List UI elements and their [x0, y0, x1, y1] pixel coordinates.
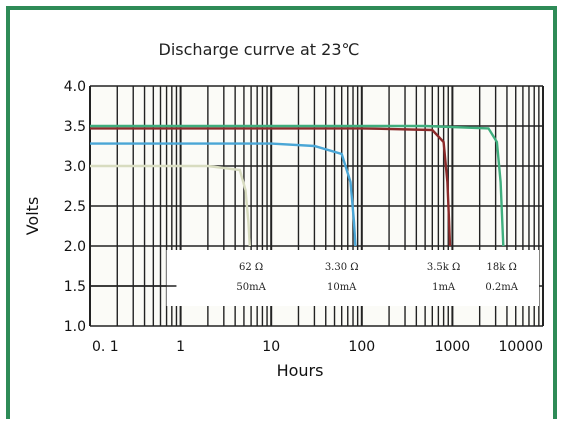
- y-tick-label: 4.0: [64, 79, 86, 95]
- series-line-1: [90, 164, 251, 247]
- x-tick-label: 1000: [435, 339, 471, 355]
- annotation-resistance-1: 62 Ω: [239, 262, 263, 273]
- y-tick-label: 1.5: [64, 279, 86, 295]
- series-line-4: [90, 124, 505, 247]
- chart-title: Discharge currve at 23℃: [159, 40, 360, 59]
- y-tick-label: 3.0: [64, 159, 86, 175]
- annotation-current-3: 1mA: [432, 282, 456, 293]
- annotation-current-1: 50mA: [236, 282, 266, 293]
- x-tick-label: 1: [176, 339, 185, 355]
- y-tick-label: 2.0: [64, 239, 86, 255]
- annotation-resistance-2: 3.30 Ω: [325, 262, 359, 273]
- chart-frame: Discharge currve at 23℃ 62 Ω 50mA 3.30 Ω 10…: [6, 6, 557, 419]
- series-line-3: [90, 127, 452, 247]
- y-tick-label: 3.5: [64, 119, 86, 135]
- annotation-current-4: 0.2mA: [485, 282, 518, 293]
- annotation-panel: [166, 250, 539, 306]
- x-tick-label: 10: [262, 339, 280, 355]
- annotation-resistance-3: 3.5k Ω: [427, 262, 460, 273]
- x-tick-label: 0. 1: [92, 339, 119, 355]
- series-line-2: [90, 142, 357, 247]
- x-axis-label: Hours: [277, 361, 324, 380]
- x-tick-label: 10000: [498, 339, 543, 355]
- y-tick-label: 2.5: [64, 199, 86, 215]
- x-tick-label: 100: [348, 339, 375, 355]
- annotation-resistance-4: 18k Ω: [487, 262, 517, 273]
- y-axis-label: Volts: [23, 197, 42, 236]
- annotation-current-2: 10mA: [327, 282, 357, 293]
- y-tick-label: 1.0: [64, 319, 86, 335]
